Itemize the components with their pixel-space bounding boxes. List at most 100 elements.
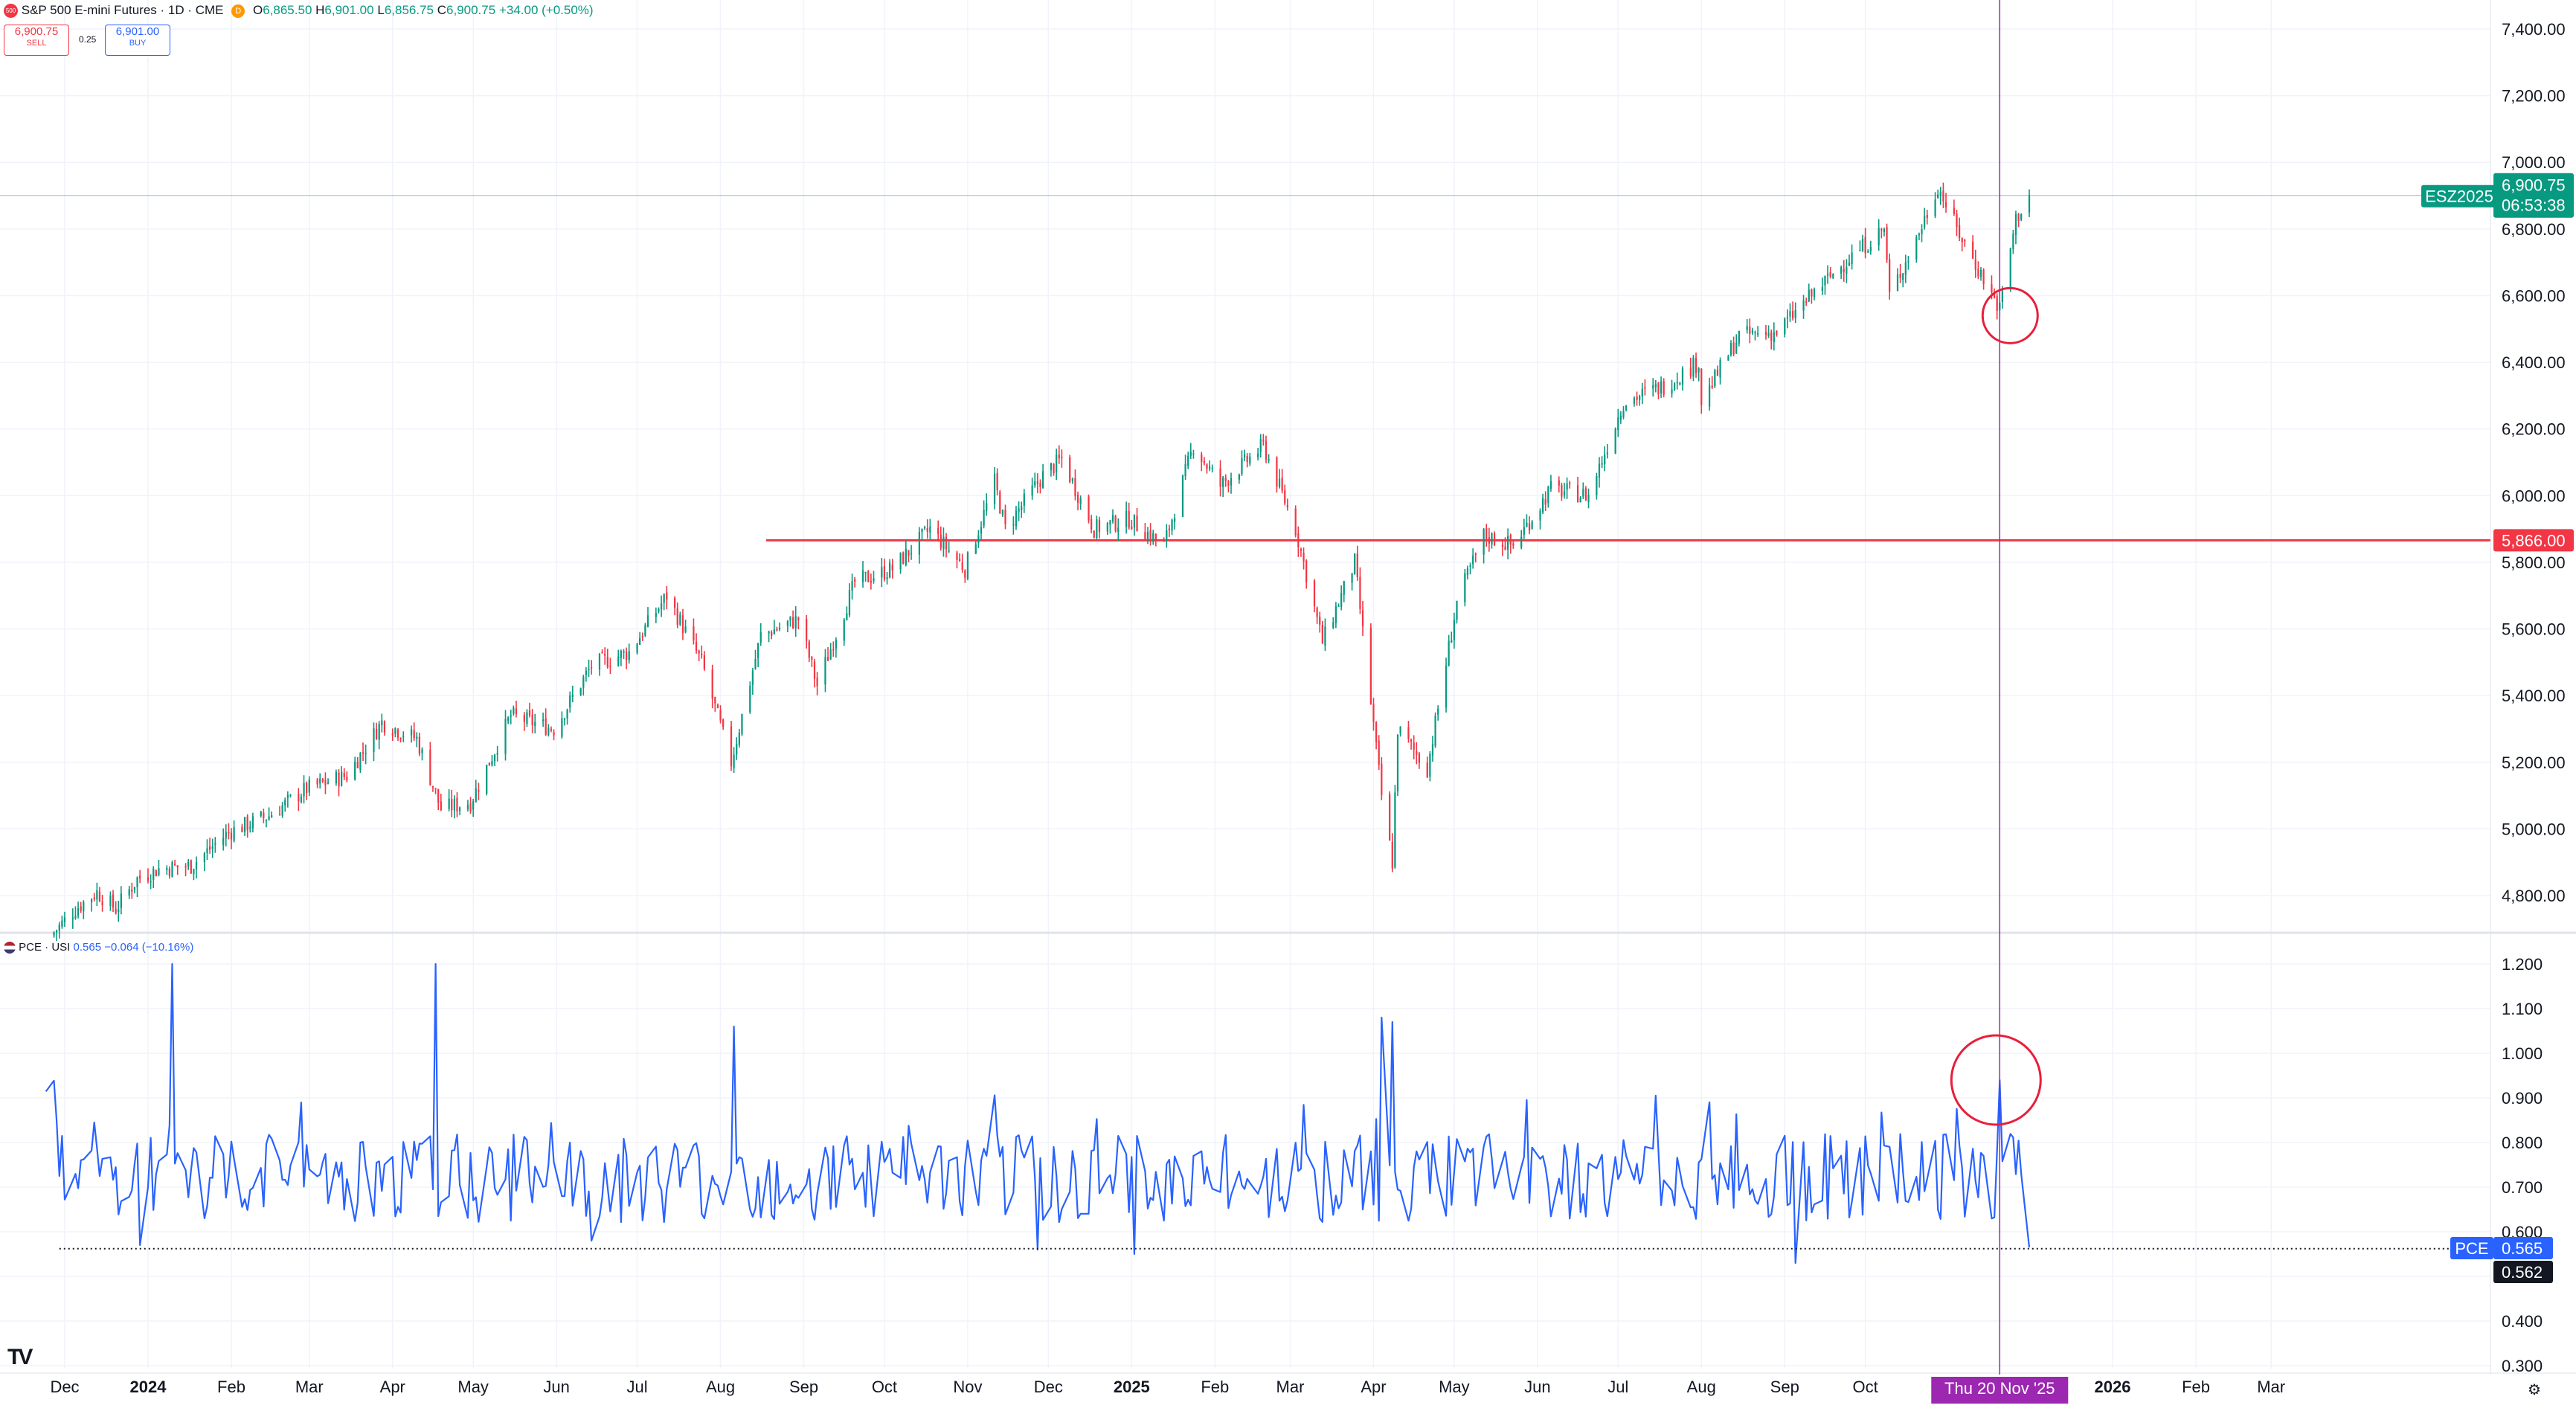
candle-body [1904, 262, 1907, 275]
candle-body [1636, 396, 1638, 400]
candle-body [1907, 260, 1909, 263]
time-tick-label: Aug [1687, 1378, 1716, 1396]
candle-body [346, 777, 348, 781]
candle-body [1050, 463, 1053, 471]
candle-body [152, 868, 155, 880]
candle-body [1061, 457, 1063, 458]
price-tick-label: 6,600.00 [2502, 286, 2566, 305]
sell-button[interactable]: 6,900.75 SELL [4, 25, 69, 56]
candle-body [440, 801, 442, 811]
candle-body [286, 795, 289, 798]
candle-body [1563, 491, 1566, 495]
candle-body [1491, 533, 1493, 545]
buy-button[interactable]: 6,901.00 BUY [105, 25, 170, 56]
time-tick-label: 2024 [130, 1378, 167, 1396]
candle-body [410, 729, 413, 736]
crosshair-date-label: Thu 20 Nov '25 [1944, 1379, 2055, 1398]
price-axis[interactable]: 7,400.00 7,200.00 7,000.00 6,800.00 6,600.00… [2502, 20, 2566, 905]
candle-body [1413, 742, 1415, 750]
tradingview-logo[interactable]: TV [7, 1345, 33, 1369]
time-tick-label: May [457, 1378, 489, 1396]
candle-body [873, 578, 875, 582]
price-tick-label: 6,000.00 [2502, 486, 2566, 505]
candle-body [437, 788, 440, 803]
candle-body [321, 779, 324, 782]
candle-body [1523, 527, 1525, 536]
indicator-title[interactable]: PCE · USI [19, 941, 71, 954]
gear-icon[interactable]: ⚙ [2528, 1382, 2541, 1398]
candle-body [826, 657, 829, 661]
candle-body [1749, 326, 1751, 335]
candle-body [1601, 463, 1603, 465]
crosshair-date-box [1931, 1377, 2069, 1404]
candle-body [1794, 309, 1796, 318]
candle-body [222, 838, 225, 846]
candle-body [528, 710, 531, 716]
highlight-circle-price [1981, 286, 2039, 344]
candle-body [83, 902, 85, 912]
candle-body [1826, 273, 1829, 276]
us-flag-icon [4, 942, 16, 954]
candle-body [1106, 523, 1108, 532]
candle-body [1878, 228, 1880, 245]
candle-body [1437, 708, 1439, 715]
candle-body [711, 669, 713, 699]
countdown-tag: 06:53:38 [2502, 196, 2566, 215]
candle-body [187, 861, 190, 867]
candle-body [308, 780, 310, 793]
candle-body [811, 657, 813, 660]
candle-body [1356, 553, 1358, 578]
candle-body [854, 579, 856, 582]
candle-body [776, 629, 778, 631]
pce-line-series [45, 963, 2490, 1264]
candle-body [1088, 496, 1090, 521]
candle-body [324, 780, 327, 785]
candle-body [722, 719, 725, 727]
candle-body [1031, 485, 1033, 496]
candle-body [961, 562, 963, 571]
time-tick-label: Mar [2257, 1378, 2285, 1396]
candle-body [646, 615, 649, 627]
candle-body [806, 619, 808, 641]
candle-body [1319, 616, 1321, 625]
candle-body [1757, 332, 1759, 335]
candle-body [1805, 301, 1808, 303]
candle-body [663, 594, 665, 603]
candle-body [1416, 751, 1418, 755]
pce-axis[interactable]: 1.2001.1001.0000.9000.8000.7000.6000.400… [2502, 955, 2543, 1375]
candle-body [883, 566, 886, 579]
candle-body [1899, 274, 1901, 278]
candle-body [1561, 485, 1563, 497]
candle-body [563, 719, 566, 720]
time-tick-label: Jul [1607, 1378, 1628, 1396]
candle-body [531, 714, 533, 725]
candle-body [977, 535, 980, 544]
candle-body [1996, 296, 1998, 311]
candle-body [1526, 522, 1528, 527]
candle-body [1332, 622, 1334, 628]
candle-body [413, 730, 415, 739]
candle-body [1896, 274, 1899, 291]
instrument-title[interactable]: S&P 500 E-mini Futures · 1D · CME [21, 3, 224, 17]
candle-body [1211, 468, 1213, 469]
candle-body [184, 866, 187, 868]
time-axis[interactable]: Dec 2024 Feb Mar Apr May Jun Jul Aug Sep Oct Nov Dec… [50, 1377, 2285, 1404]
candle-body [338, 772, 340, 787]
time-tick-label: Sep [789, 1378, 818, 1396]
time-tick-label: Dec [1034, 1378, 1063, 1396]
candle-body [399, 738, 402, 740]
candle-body [1343, 581, 1345, 595]
candle-body [1485, 528, 1488, 539]
candle-body [1746, 326, 1748, 330]
candle-body [1069, 457, 1071, 483]
candle-body [926, 527, 928, 532]
candle-body [112, 894, 115, 908]
candle-body [381, 720, 383, 726]
candle-body [716, 704, 719, 708]
candle-body [730, 726, 733, 766]
candle-body [1203, 460, 1205, 463]
candle-body [1883, 228, 1886, 232]
candle-body [1431, 744, 1434, 756]
candle-body [797, 617, 800, 620]
